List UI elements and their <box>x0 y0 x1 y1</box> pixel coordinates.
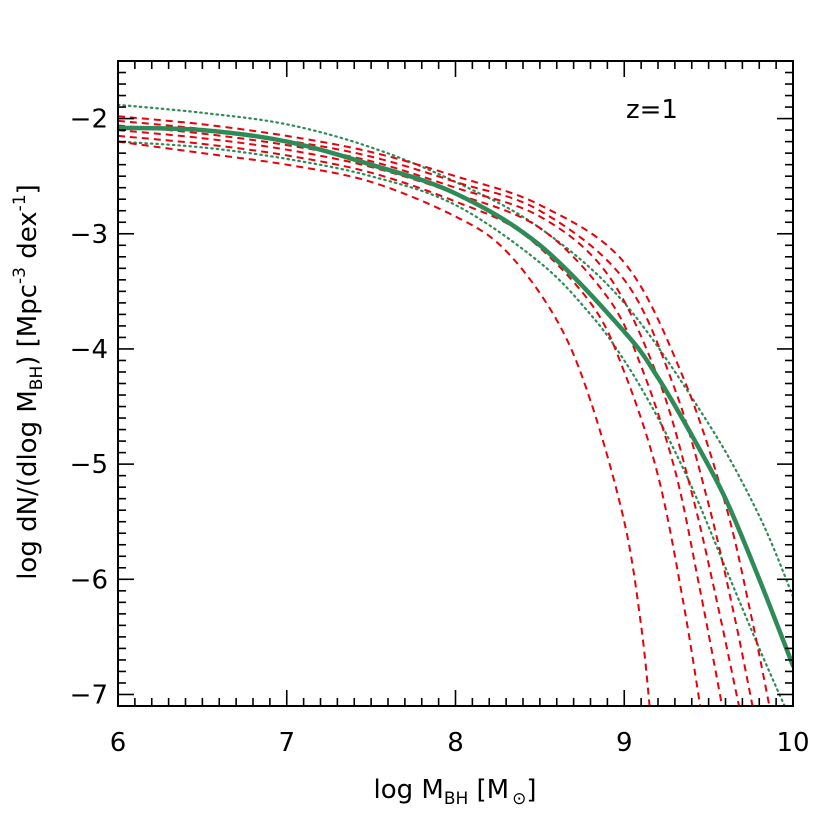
y-axis-title-sup2: -1 <box>10 194 30 211</box>
y-tick-label: −6 <box>70 565 108 595</box>
redshift-annotation: z=1 <box>626 95 678 125</box>
x-axis-title-prefix: log M <box>373 775 443 805</box>
observed-curve-dashed-4 <box>118 124 740 706</box>
y-tick-label: −5 <box>70 450 108 480</box>
x-axis-title-sub: BH <box>444 789 468 809</box>
x-axis-title-close: ] <box>526 775 536 805</box>
model-bound-dotted-2 <box>118 140 786 706</box>
x-axis-title: log MBH [M ⊙] <box>373 775 536 809</box>
x-tick-label: 8 <box>447 728 464 758</box>
x-tick-label: 7 <box>278 728 295 758</box>
observed-curve-dashed-6 <box>118 115 771 706</box>
curves-group <box>118 103 793 706</box>
x-tick-label: 10 <box>776 728 809 758</box>
y-axis-title-mid: ) [Mpc <box>13 284 43 366</box>
x-axis-title-suffix: [M <box>468 775 509 805</box>
y-axis-title-sup1: -3 <box>10 267 30 284</box>
x-tick-label: 6 <box>110 728 127 758</box>
y-axis-title: log dN/(dlog MBH) [Mpc-3 dex-1] <box>10 184 47 580</box>
y-axis-title-prefix: log dN/(dlog M <box>13 390 43 580</box>
y-tick-label: −3 <box>70 220 108 250</box>
y-axis-title-close: ] <box>13 184 43 194</box>
observed-curve-dashed-2 <box>118 134 702 706</box>
observed-curve-dashed-5 <box>118 119 754 706</box>
y-axis-title-mid2: dex <box>13 211 43 267</box>
sun-symbol-icon: ⊙ <box>512 789 526 809</box>
model-curve-solid <box>118 125 793 668</box>
observed-curve-dashed-3 <box>118 129 724 706</box>
ticks-group <box>117 60 794 706</box>
y-tick-label: −2 <box>70 105 108 135</box>
y-tick-label: −4 <box>70 335 108 365</box>
y-tick-label: −7 <box>70 680 108 710</box>
observed-curve-dashed-1 <box>118 140 651 706</box>
x-tick-label: 9 <box>616 728 633 758</box>
y-tick-labels: −2 −3 −4 −5 −6 −7 <box>70 105 108 711</box>
x-tick-labels: 6 7 8 9 10 <box>110 728 810 758</box>
plot-frame <box>117 60 794 707</box>
y-axis-title-sub: BH <box>27 366 47 390</box>
model-bound-dotted-1 <box>118 103 793 598</box>
